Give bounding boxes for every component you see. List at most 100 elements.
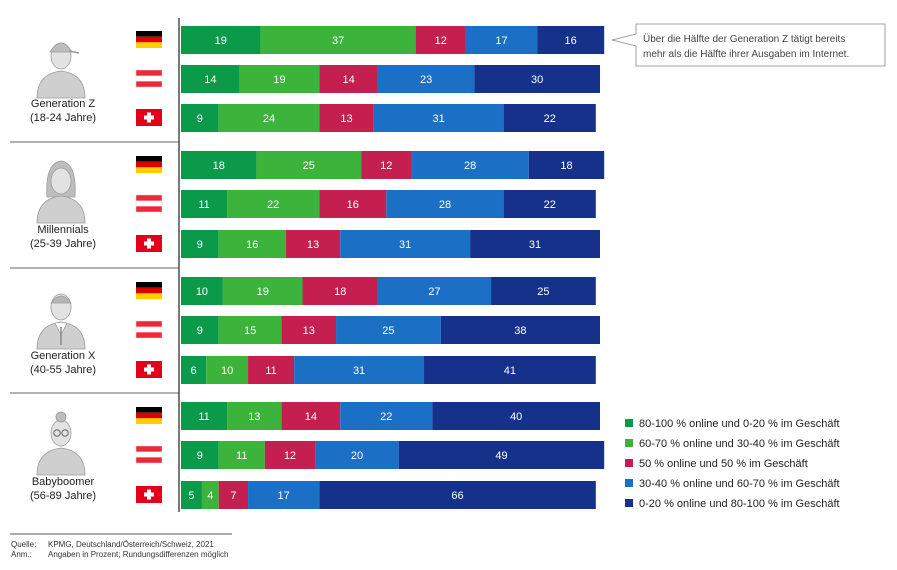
bar-segment xyxy=(201,481,219,509)
bar-value-label: 13 xyxy=(340,113,352,125)
bar-segment xyxy=(373,104,504,132)
bar-segment xyxy=(222,277,303,305)
bar-value-label: 14 xyxy=(204,74,216,86)
bar-segment xyxy=(432,402,600,430)
note-label: Anm.: xyxy=(11,550,32,559)
austria-flag-icon xyxy=(135,445,163,464)
bar-segment xyxy=(537,26,605,54)
bar-segment xyxy=(377,277,492,305)
bar-value-label: 19 xyxy=(215,35,227,47)
bar-value-label: 13 xyxy=(307,239,319,251)
bar-segment xyxy=(181,481,202,509)
bar-value-label: 31 xyxy=(529,239,541,251)
bar-value-label: 31 xyxy=(433,113,445,125)
bar-segment xyxy=(398,441,605,469)
bar-segment xyxy=(415,26,466,54)
bar-value-label: 28 xyxy=(439,199,451,211)
bar-value-label: 18 xyxy=(560,160,572,172)
group-label-name: Millennials xyxy=(37,224,89,236)
austria-flag-icon xyxy=(135,194,163,213)
bar-segment xyxy=(260,26,416,54)
person-suit-icon xyxy=(36,293,86,350)
bar-segment xyxy=(181,230,219,258)
bar-value-label: 12 xyxy=(284,450,296,462)
bar-value-label: 13 xyxy=(248,411,260,423)
group-label-age: (40-55 Jahre) xyxy=(30,364,96,376)
group-label-age: (18-24 Jahre) xyxy=(30,112,96,124)
bar-segment xyxy=(386,190,504,218)
bar-segment xyxy=(218,441,265,469)
bar-value-label: 11 xyxy=(198,199,209,211)
bar-segment xyxy=(181,402,228,430)
bar-segment xyxy=(411,151,529,179)
bar-value-label: 31 xyxy=(353,365,365,377)
bar-value-label: 25 xyxy=(303,160,315,172)
bar-segment xyxy=(528,151,605,179)
bar-value-label: 18 xyxy=(213,160,225,172)
bar-segment xyxy=(503,190,596,218)
bar-value-label: 16 xyxy=(246,239,258,251)
bar-segment xyxy=(218,104,320,132)
legend-entry: 60-70 % online und 30-40 % im Geschäft xyxy=(639,438,840,450)
group-label-age: (56-89 Jahre) xyxy=(30,490,96,502)
bar-value-label: 23 xyxy=(420,74,432,86)
bar-value-label: 10 xyxy=(221,365,233,377)
bar-segment xyxy=(281,316,337,344)
bar-segment xyxy=(491,277,596,305)
bar-segment xyxy=(319,190,387,218)
bar-segment xyxy=(181,26,261,54)
legend-swatch xyxy=(625,439,633,447)
austria-flag-icon xyxy=(135,69,163,88)
legend-entry: 80-100 % online und 0-20 % im Geschäft xyxy=(639,418,840,430)
source-text: KPMG, Deutschland/Österreich/Schweiz, 20… xyxy=(48,540,214,549)
bar-value-label: 4 xyxy=(207,490,213,502)
bar-value-label: 5 xyxy=(188,490,194,502)
bar-segment xyxy=(256,151,362,179)
callout-line-1: Über die Hälfte der Generation Z tätigt … xyxy=(643,33,845,45)
bar-value-label: 20 xyxy=(351,450,363,462)
bar-value-label: 16 xyxy=(565,35,577,47)
bar-segment xyxy=(181,316,219,344)
bar-segment xyxy=(319,65,378,93)
legend-swatch xyxy=(625,499,633,507)
bar-value-label: 25 xyxy=(382,325,394,337)
group-label-name: Generation Z xyxy=(31,98,95,110)
bar-value-label: 12 xyxy=(380,160,392,172)
bar-value-label: 31 xyxy=(399,239,411,251)
person-longhair-icon xyxy=(36,160,86,224)
callout-line-2: mehr als die Hälfte ihrer Ausgaben im In… xyxy=(643,49,849,60)
bar-segment xyxy=(181,277,223,305)
bar-value-label: 22 xyxy=(544,113,556,125)
note-text: Angaben in Prozent; Rundungsdifferenzen … xyxy=(48,550,228,559)
bar-value-label: 49 xyxy=(495,450,507,462)
bar-value-label: 19 xyxy=(257,286,269,298)
bar-value-label: 10 xyxy=(196,286,208,298)
bar-segment xyxy=(181,104,219,132)
bar-segment xyxy=(181,190,228,218)
bar-segment xyxy=(281,402,341,430)
bar-segment xyxy=(319,481,596,509)
legend-swatch xyxy=(625,479,633,487)
bar-segment xyxy=(218,481,249,509)
bar-segment xyxy=(377,65,475,93)
bar-segment xyxy=(440,316,600,344)
bar-value-label: 22 xyxy=(380,411,392,423)
group-label-age: (25-39 Jahre) xyxy=(30,238,96,250)
bar-segment xyxy=(470,230,600,258)
bar-value-label: 16 xyxy=(347,199,359,211)
bar-segment xyxy=(206,356,249,384)
bar-segment xyxy=(239,65,320,93)
bar-segment xyxy=(248,356,295,384)
bar-segment xyxy=(227,190,320,218)
switzerland-flag-icon xyxy=(136,109,162,126)
austria-flag-icon xyxy=(135,320,163,339)
bar-segment xyxy=(315,441,399,469)
bar-value-label: 18 xyxy=(334,286,346,298)
person-glasses-icon xyxy=(36,411,86,476)
bar-value-label: 22 xyxy=(267,199,279,211)
callout-box: Über die Hälfte der Generation Z tätigt … xyxy=(611,23,886,67)
germany-flag-icon xyxy=(136,407,162,424)
bar-segment xyxy=(302,277,378,305)
bar-segment xyxy=(218,230,286,258)
